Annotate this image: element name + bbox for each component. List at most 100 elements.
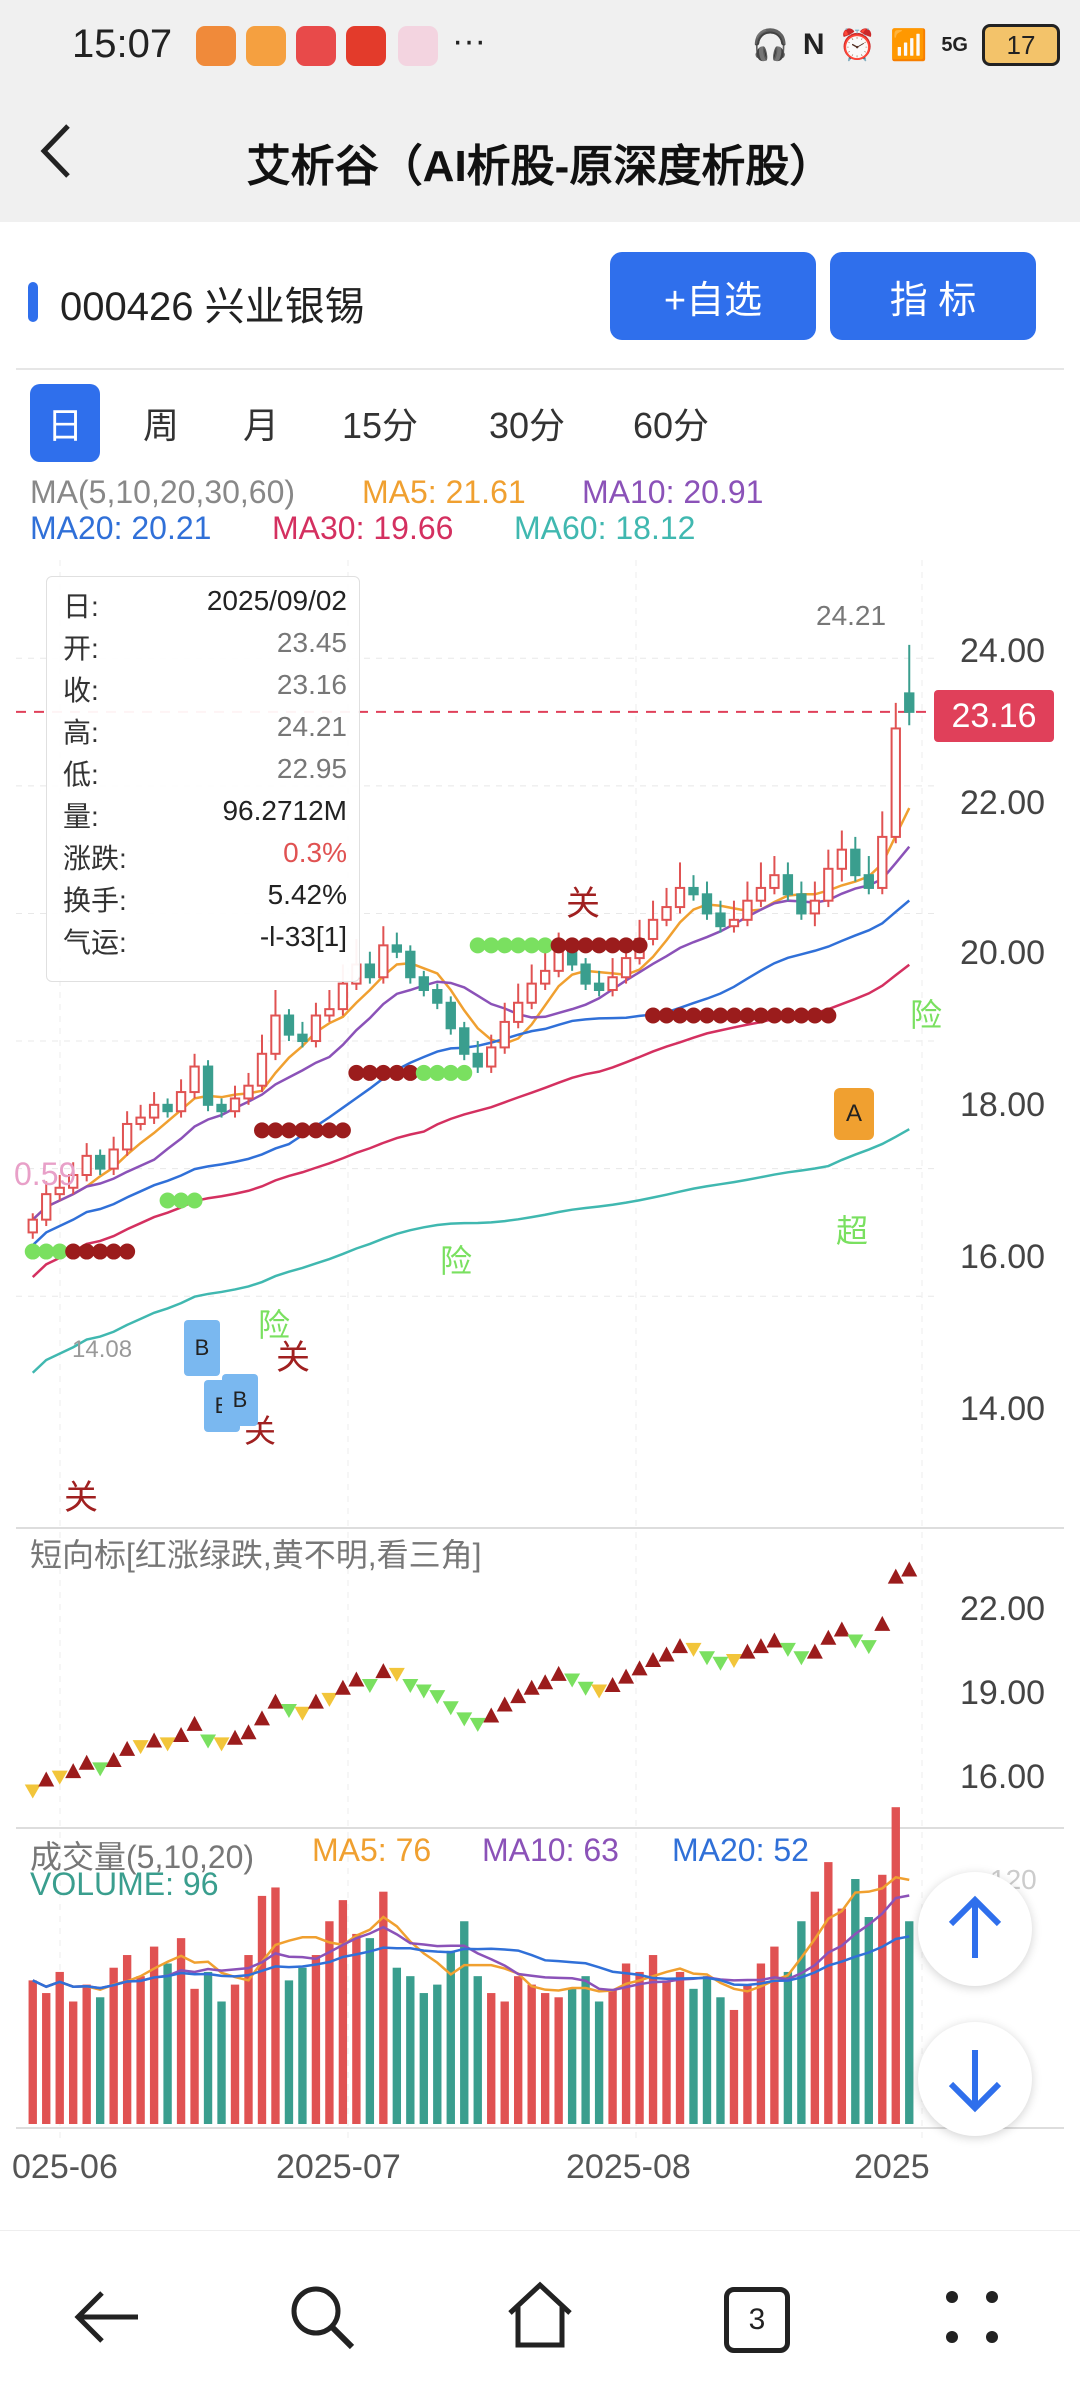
zhang-app-icon: [296, 26, 336, 66]
candle-body: [27, 1218, 38, 1234]
volume-bar: [136, 1976, 145, 2124]
bottom-nav: 3: [0, 2230, 1080, 2401]
candle-body: [445, 1001, 456, 1030]
signal-dot: [92, 1243, 109, 1260]
arrow-down-icon: [948, 2050, 1002, 2113]
signal-dot: [820, 1007, 837, 1024]
signal-a[interactable]: A: [834, 1088, 874, 1140]
tab-day[interactable]: 日: [30, 384, 100, 462]
candle-body: [890, 727, 901, 838]
volume-bar: [55, 1971, 64, 2124]
signal-dot: [806, 1007, 823, 1024]
candle-body: [904, 692, 915, 713]
tab-60min[interactable]: 60分: [632, 405, 710, 446]
direction-triangle: [779, 1642, 796, 1657]
signal-dot: [685, 1007, 702, 1024]
direction-triangle: [739, 1643, 756, 1659]
direction-triangle: [591, 1684, 608, 1699]
volume-bar: [581, 1976, 590, 2124]
date-tick: 2025: [854, 2148, 930, 2186]
candle-body: [796, 893, 807, 915]
direction-triangle: [388, 1667, 405, 1682]
short-axis-tick: 22.00: [960, 1590, 1046, 1628]
signal-dot: [523, 937, 540, 954]
signal-dot: [173, 1192, 190, 1209]
ma10-line: [31, 845, 911, 1221]
buy-signal-b[interactable]: B: [184, 1320, 220, 1376]
indicator-button[interactable]: 指 标: [830, 252, 1036, 340]
volume-bar: [594, 2001, 604, 2124]
search-button[interactable]: [286, 2281, 358, 2358]
candle-body: [553, 950, 564, 972]
candle-body: [486, 1046, 497, 1068]
red-envelope-icon: [346, 26, 386, 66]
direction-triangle: [469, 1717, 486, 1732]
volume-bar: [122, 1955, 132, 2124]
volume-bar: [729, 2009, 739, 2124]
direction-triangle: [456, 1712, 473, 1727]
tab-30min[interactable]: 30分: [488, 405, 566, 446]
signal-guan-label: 关: [276, 1339, 310, 1377]
add-watchlist-button[interactable]: +自选: [610, 252, 816, 340]
volume-bar: [675, 1971, 685, 2124]
nav-bar: 艾析谷（AI析股-原深度析股）: [0, 90, 1080, 222]
scroll-down-button[interactable]: [918, 2022, 1032, 2136]
arrow-up-icon: [948, 1895, 1002, 1958]
volume-bar: [95, 1997, 105, 2124]
low-price-marker: 14.08: [72, 1336, 133, 1363]
candle-body: [566, 950, 578, 966]
tab-week[interactable]: 周: [142, 405, 179, 446]
signal-dot: [253, 1122, 270, 1139]
scroll-up-button[interactable]: [918, 1872, 1032, 1986]
volume-ma20-line: [32, 1935, 910, 1990]
volume-bar: [837, 1908, 847, 2124]
signal-dot: [456, 1064, 473, 1081]
signal-dot: [307, 1122, 324, 1139]
direction-triangle: [24, 1784, 41, 1799]
candle-body: [742, 899, 753, 921]
direction-triangle: [550, 1665, 567, 1681]
volume-ma5: MA5: 76: [312, 1832, 432, 1868]
tooltip-row-date: 日: 2025/09/02: [63, 585, 347, 622]
volume-bar: [42, 1993, 51, 2124]
stock-chart[interactable]: [0, 560, 1080, 2200]
volume-ma10: MA10: 63: [482, 1832, 619, 1868]
candle-body: [769, 874, 780, 889]
volume-bar: [824, 1862, 833, 2124]
signal-dot: [645, 1007, 662, 1024]
direction-triangle: [105, 1752, 122, 1767]
candle-body: [121, 1122, 133, 1151]
signal-dot: [725, 1007, 742, 1024]
candle-body: [593, 982, 605, 992]
tab-month[interactable]: 月: [242, 405, 279, 446]
signal-dot: [779, 1007, 796, 1024]
signal-dot: [739, 1007, 756, 1024]
browser-back-button[interactable]: [72, 2281, 144, 2358]
direction-triangle: [361, 1679, 378, 1693]
direction-triangle: [415, 1684, 432, 1699]
home-button[interactable]: [504, 2279, 576, 2356]
signal-dot: [348, 1064, 365, 1081]
direction-triangle: [267, 1693, 284, 1709]
volume-bar: [257, 1895, 267, 2124]
direction-triangle: [510, 1688, 527, 1704]
volume-bar: [648, 1955, 658, 2124]
tab-15min[interactable]: 15分: [341, 405, 419, 446]
volume-bar: [284, 1980, 294, 2124]
candle-body: [216, 1103, 227, 1113]
volume-value: VOLUME: 96: [30, 1866, 219, 1902]
back-button[interactable]: [36, 116, 76, 201]
volume-bar: [82, 1984, 91, 2124]
buy-signal-b[interactable]: B: [222, 1374, 258, 1426]
candle-body: [526, 982, 537, 1004]
menu-button[interactable]: [940, 2285, 1004, 2354]
tooltip-row-high: 高: 24.21: [63, 711, 347, 748]
chevron-left-icon: [40, 124, 70, 178]
tabs-button[interactable]: 3: [724, 2287, 790, 2353]
heart-app-icon: [196, 26, 236, 66]
direction-triangle: [51, 1770, 68, 1785]
direction-triangle: [793, 1651, 810, 1666]
ma5-legend: MA5: 21.61: [362, 474, 526, 510]
volume-bar: [473, 1976, 482, 2124]
direction-triangle: [253, 1710, 270, 1726]
